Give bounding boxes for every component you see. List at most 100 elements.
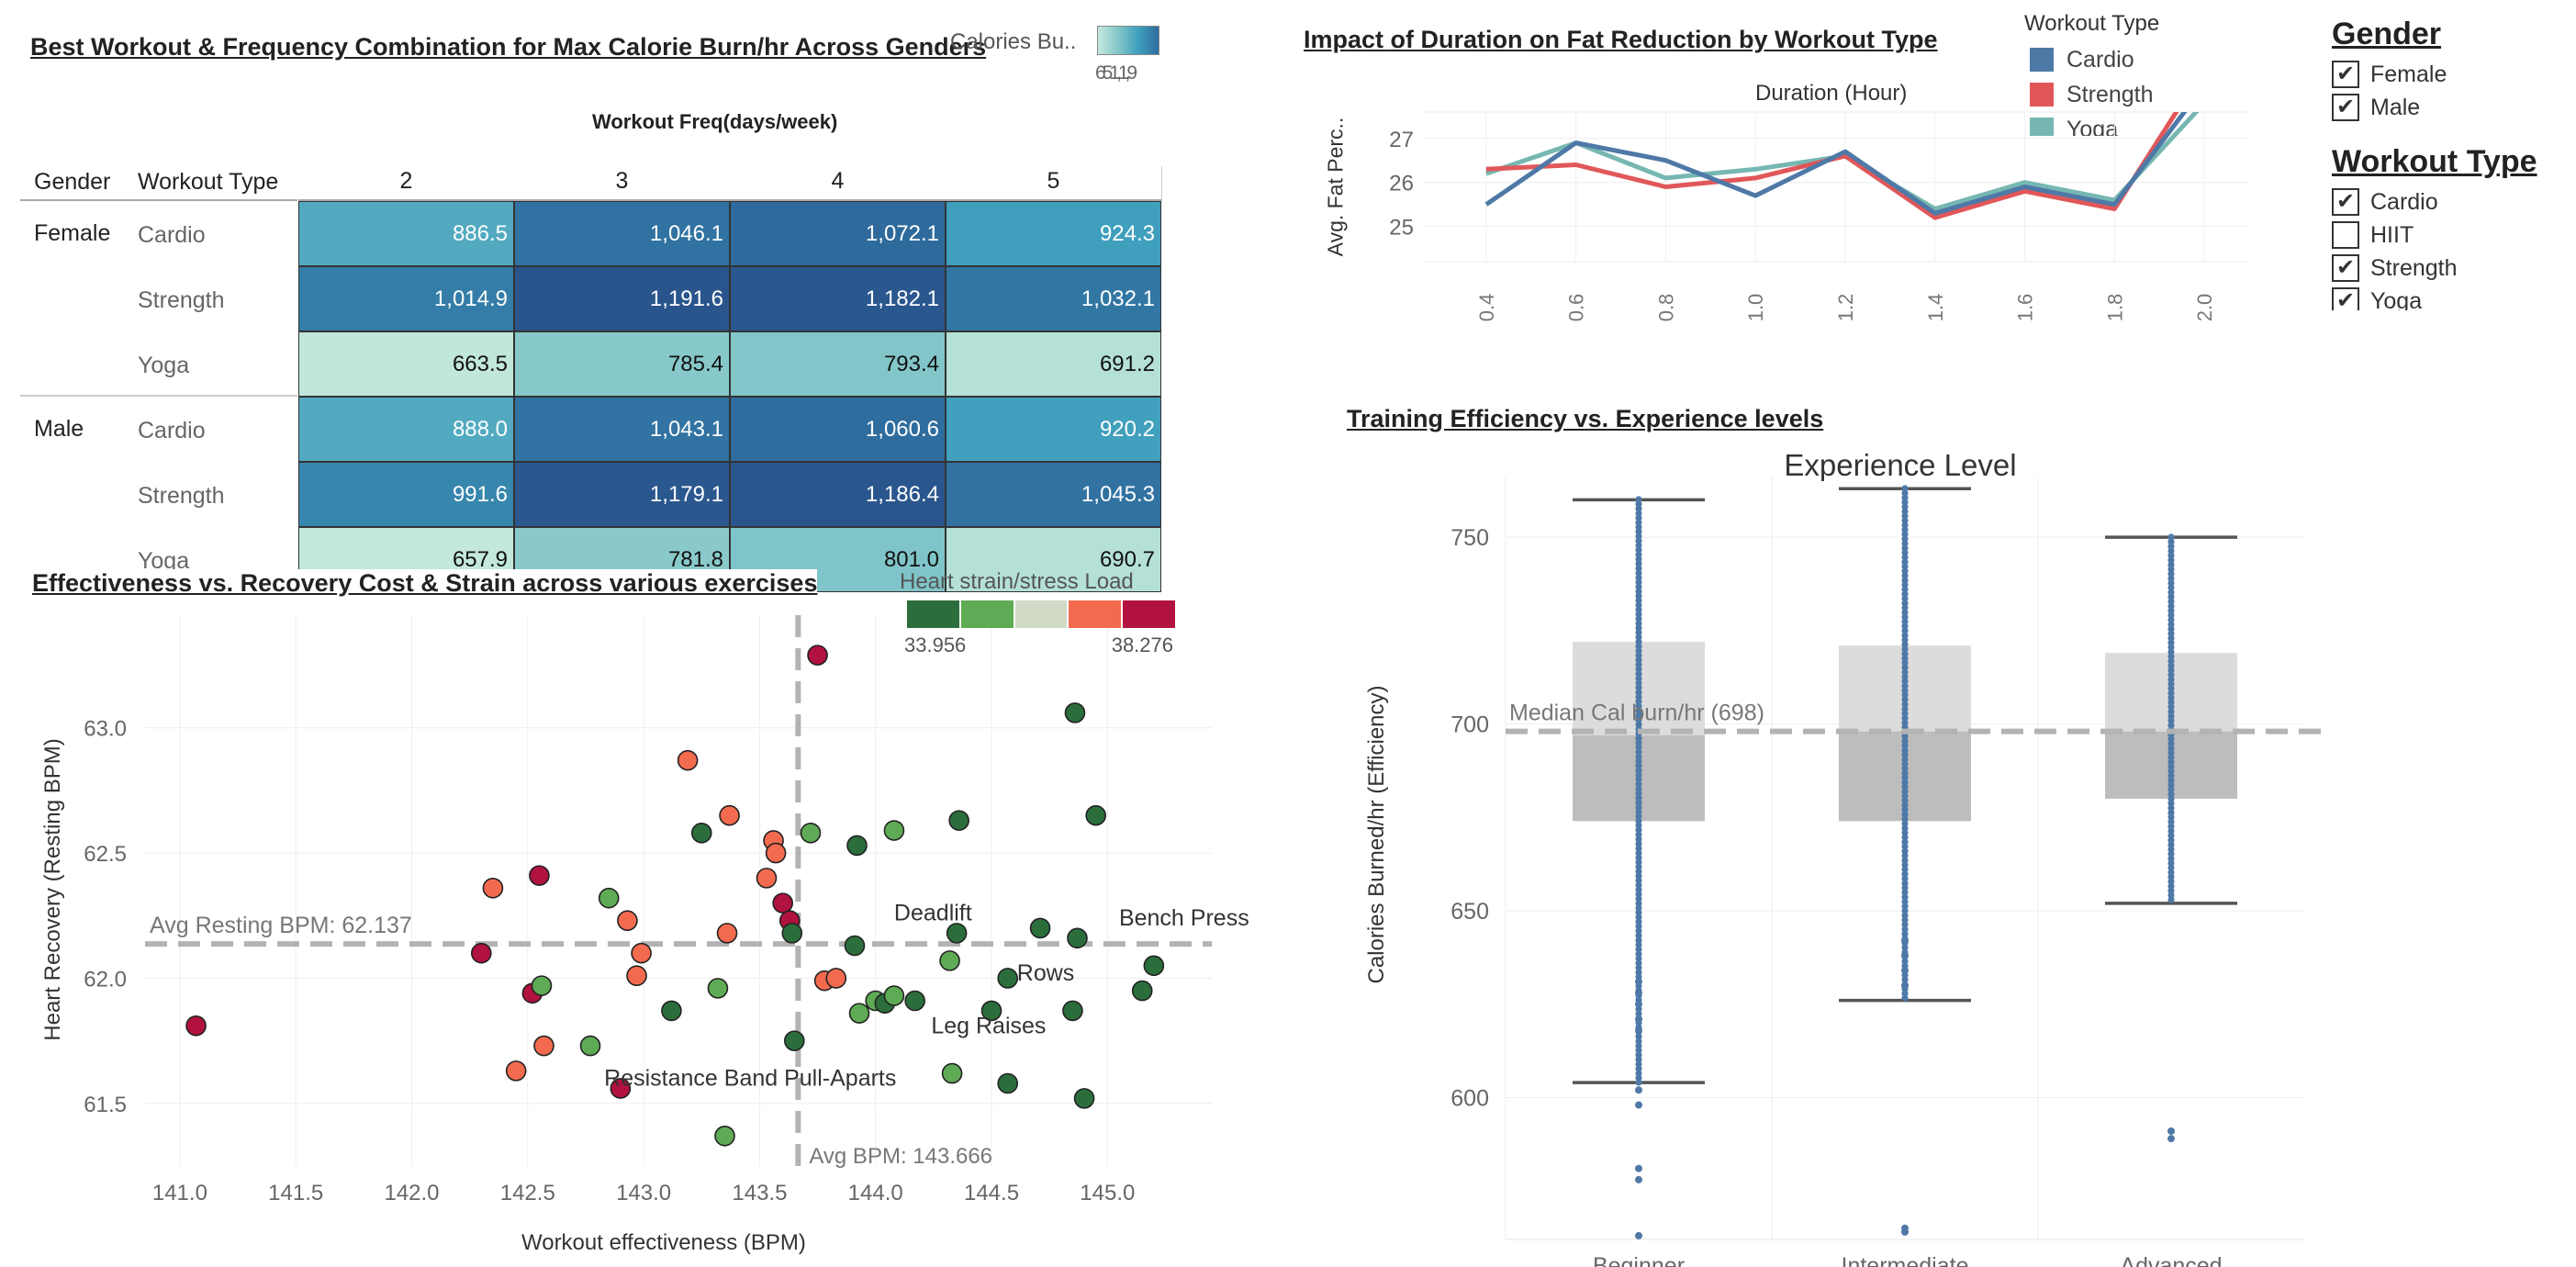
scatter-point[interactable]: [661, 1000, 682, 1022]
scatter-point[interactable]: [844, 935, 866, 957]
box-chart[interactable]: 600 650 700 750 Beginner Intermediate Advanced…: [1377, 477, 2323, 1267]
heatmap-cell[interactable]: 888.0: [298, 397, 514, 462]
scatter-point[interactable]: [531, 975, 553, 996]
checkbox[interactable]: [2332, 221, 2359, 249]
heatmap-cell[interactable]: 663.5: [298, 331, 514, 397]
box-dot: [2167, 882, 2175, 890]
heatmap-cell[interactable]: 1,191.6: [514, 266, 730, 331]
scatter-point[interactable]: [800, 822, 822, 844]
scatter-point[interactable]: [1073, 1088, 1095, 1109]
scatter-point[interactable]: [1067, 927, 1088, 949]
box-dot: [1901, 650, 1909, 657]
heatmap-cell[interactable]: 1,186.4: [730, 462, 946, 527]
scatter-point[interactable]: [505, 1060, 527, 1082]
checkbox[interactable]: ✔: [2332, 188, 2359, 216]
type-filter-yoga[interactable]: ✔ Yoga: [2332, 285, 2576, 310]
box-dot: [2167, 644, 2175, 651]
scatter-point[interactable]: [677, 749, 699, 771]
scatter-point[interactable]: [714, 1125, 735, 1147]
heatmap-cell[interactable]: 1,179.1: [514, 462, 730, 527]
heatmap-cell[interactable]: 1,060.6: [730, 397, 946, 462]
line-legend-item-cardio[interactable]: Cardio: [2024, 42, 2208, 77]
scatter-point[interactable]: [904, 990, 925, 1012]
box-dot: [1901, 921, 1909, 928]
heatmap-cell[interactable]: 1,072.1: [730, 201, 946, 266]
scatter-point[interactable]: [1143, 955, 1165, 977]
scatter-point[interactable]: [529, 865, 550, 886]
checkbox[interactable]: ✔: [2332, 94, 2359, 121]
scatter-title: Effectiveness vs. Recovery Cost & Strain…: [32, 569, 818, 598]
scatter-point[interactable]: [756, 868, 778, 889]
scatter-chart[interactable]: 141.0 141.5 142.0 142.5 143.0 143.5 144.0 144.5…: [0, 588, 1249, 1267]
scatter-point[interactable]: [1131, 980, 1153, 1002]
scatter-point[interactable]: [1062, 1000, 1083, 1022]
heatmap-cell[interactable]: 793.4: [730, 331, 946, 397]
scatter-point[interactable]: [883, 820, 905, 841]
scatter-y-tick: 62.0: [84, 967, 127, 992]
heatmap-cell[interactable]: 690.7: [946, 527, 1161, 592]
scatter-point[interactable]: [948, 810, 969, 831]
scatter-point[interactable]: [883, 985, 905, 1006]
scatter-point[interactable]: [626, 965, 647, 987]
scatter-point[interactable]: [772, 892, 793, 914]
heatmap-cell[interactable]: 1,032.1: [946, 266, 1161, 331]
gender-filter-female[interactable]: ✔ Female: [2332, 58, 2576, 91]
heatmap-cell[interactable]: 1,046.1: [514, 201, 730, 266]
heatmap-cell[interactable]: 920.2: [946, 397, 1161, 462]
gender-filter-male[interactable]: ✔ Male: [2332, 91, 2576, 124]
scatter-point[interactable]: [631, 942, 652, 964]
heatmap-cell[interactable]: 785.4: [514, 331, 730, 397]
scatter-point[interactable]: [716, 923, 738, 944]
type-filter-cardio[interactable]: ✔ Cardio: [2332, 185, 2576, 219]
heatmap-cell[interactable]: 991.6: [298, 462, 514, 527]
line-legend-item-yoga[interactable]: Yoga: [2024, 112, 2208, 136]
scatter-point[interactable]: [946, 923, 968, 944]
scatter-point[interactable]: [1085, 804, 1106, 826]
scatter-point[interactable]: [765, 842, 787, 864]
scatter-point[interactable]: [482, 877, 504, 899]
scatter-point[interactable]: [941, 1062, 963, 1084]
checkbox[interactable]: ✔: [2332, 287, 2359, 310]
scatter-point[interactable]: [846, 835, 868, 857]
heatmap-cell[interactable]: 1,182.1: [730, 266, 946, 331]
scatter-point[interactable]: [610, 1078, 632, 1099]
scatter-point[interactable]: [579, 1035, 601, 1057]
scatter-point[interactable]: [707, 978, 729, 999]
line-legend[interactable]: Workout Type Cardio Strength Yoga: [2024, 11, 2208, 136]
checkbox[interactable]: ✔: [2332, 254, 2359, 282]
heatmap-cell[interactable]: 924.3: [946, 201, 1161, 266]
scatter-point[interactable]: [719, 804, 740, 826]
scatter-point[interactable]: [1029, 917, 1051, 939]
scatter-point[interactable]: [807, 645, 828, 666]
checkbox[interactable]: ✔: [2332, 61, 2359, 88]
heatmap-cell[interactable]: 1,014.9: [298, 266, 514, 331]
scatter-point[interactable]: [997, 968, 1019, 989]
scatter-point[interactable]: [533, 1035, 554, 1057]
scatter-point[interactable]: [470, 942, 492, 964]
scatter-point[interactable]: [781, 923, 803, 944]
box-dot: [1901, 719, 1909, 726]
scatter-point[interactable]: [784, 1030, 805, 1051]
scatter-point[interactable]: [997, 1072, 1019, 1094]
scatter-point[interactable]: [690, 822, 712, 844]
scatter-point[interactable]: [825, 968, 847, 989]
type-filter-strength[interactable]: ✔ Strength: [2332, 252, 2576, 285]
scatter-point[interactable]: [848, 1003, 870, 1024]
line-legend-item-strength[interactable]: Strength: [2024, 77, 2208, 112]
heatmap-cell[interactable]: 1,043.1: [514, 397, 730, 462]
scatter-legend[interactable]: Heart strain/stress Load 33.956 38.276: [900, 569, 1175, 652]
heatmap-cell[interactable]: 1,045.3: [946, 462, 1161, 527]
type-filter-hiit[interactable]: HIIT: [2332, 219, 2576, 252]
heatmap-cell[interactable]: 801.0: [730, 527, 946, 592]
scatter-point[interactable]: [980, 1000, 1002, 1022]
line-y-tick: 27: [1389, 128, 1414, 152]
scatter-point[interactable]: [598, 887, 620, 909]
scatter-point[interactable]: [1064, 702, 1086, 723]
heatmap-cell[interactable]: 691.2: [946, 331, 1161, 397]
line-chart[interactable]: 25 26 27 0.4 0.6 0.8 1.0 1.2 1.4 1.6 1.8 2.0: [1350, 101, 2295, 321]
scatter-point[interactable]: [185, 1015, 207, 1037]
scatter-point[interactable]: [617, 910, 638, 932]
box-header: Experience Level: [1784, 448, 2017, 481]
heatmap-cell[interactable]: 886.5: [298, 201, 514, 266]
scatter-point[interactable]: [939, 950, 960, 971]
